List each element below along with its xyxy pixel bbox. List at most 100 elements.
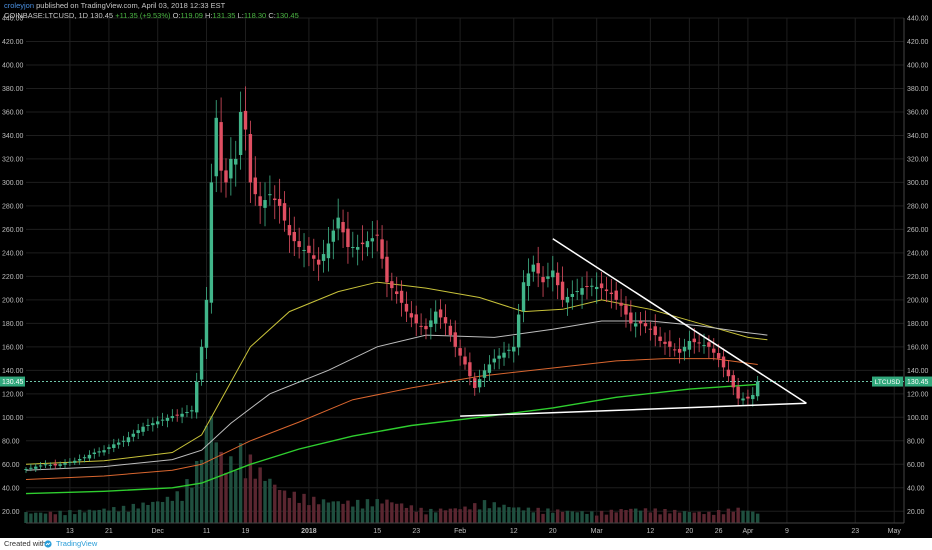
volume-bar xyxy=(570,511,575,523)
y-tick-label-left: 260.00 xyxy=(2,227,24,234)
candlesticks xyxy=(24,86,760,473)
candle-body xyxy=(668,341,672,347)
volume-bar xyxy=(160,501,165,523)
volume-bar xyxy=(492,502,496,523)
volume-bar xyxy=(555,509,560,523)
volume-bar xyxy=(375,499,379,523)
volume-bar xyxy=(624,510,628,523)
volume-bar xyxy=(219,451,223,523)
volume-bar xyxy=(77,509,82,523)
y-tick-label-right: 340.00 xyxy=(907,133,929,140)
y-tick-label-left: 440.00 xyxy=(2,16,24,23)
volume-bar xyxy=(658,514,662,523)
candle-body xyxy=(321,254,326,261)
y-tick-label-right: 160.00 xyxy=(907,344,929,351)
volume-bar xyxy=(316,504,321,523)
candle-body xyxy=(687,340,692,350)
candle-body xyxy=(448,325,453,336)
y-tick-label-left: 280.00 xyxy=(2,203,24,210)
volume-bar xyxy=(253,478,257,523)
volume-bar xyxy=(229,456,233,523)
volume-bar xyxy=(653,508,657,523)
volume-bar xyxy=(214,442,218,523)
volume-bar xyxy=(707,511,711,523)
x-tick-label: 12 xyxy=(510,528,518,535)
moving-average-line xyxy=(25,383,758,495)
candle-body xyxy=(229,158,233,179)
candle-body xyxy=(570,293,575,297)
volume-bar xyxy=(751,511,755,523)
candle-body xyxy=(536,263,540,274)
candle-body xyxy=(629,312,633,324)
x-tick-label: Mar xyxy=(591,528,604,535)
candle-body xyxy=(487,364,492,373)
candle-body xyxy=(443,317,448,324)
candle-body xyxy=(155,421,160,425)
y-tick-label-right: 400.00 xyxy=(907,62,929,69)
volume-bar xyxy=(34,512,38,523)
volume-bar xyxy=(146,504,150,523)
volume-bar xyxy=(87,509,92,523)
symbol-label[interactable]: COINBASE:LTCUSD, 1D xyxy=(4,11,89,20)
candle-body xyxy=(209,182,214,303)
volume-bar xyxy=(321,499,326,523)
x-tick-label: May xyxy=(888,528,902,535)
candle-body xyxy=(463,356,467,365)
volume-bar xyxy=(565,510,570,523)
candle-body xyxy=(497,355,501,359)
volume-bar xyxy=(131,503,136,523)
volume-bar xyxy=(112,507,116,523)
volume-bar xyxy=(29,513,33,523)
volume-bar xyxy=(668,513,672,523)
candle-body xyxy=(160,419,165,421)
volume-bar xyxy=(458,509,462,523)
x-tick-label: 20 xyxy=(549,528,557,535)
volume-bar xyxy=(175,491,179,523)
candle-body xyxy=(248,134,253,183)
volume-bar xyxy=(702,514,706,523)
tradingview-brand[interactable]: TradingView xyxy=(56,539,98,548)
candle-body xyxy=(268,194,272,196)
volume-bar xyxy=(209,416,214,523)
volume-bar xyxy=(438,508,443,523)
volume-bar xyxy=(107,510,111,523)
volume-bar xyxy=(190,487,194,523)
candle-body xyxy=(97,451,101,453)
candle-body xyxy=(346,228,350,248)
volume-bar xyxy=(58,510,62,523)
candle-body xyxy=(458,348,462,356)
last-price-tag-left: 130.45 xyxy=(2,379,24,386)
candle-body xyxy=(214,117,218,177)
volume-bar xyxy=(82,512,87,523)
volume-bar xyxy=(736,507,740,523)
candle-body xyxy=(492,358,496,363)
volume-bar xyxy=(385,499,389,523)
candle-body xyxy=(380,239,384,259)
volume-bar xyxy=(243,478,248,523)
close-value: 130.45 xyxy=(275,11,299,20)
candle-body xyxy=(653,326,657,336)
candle-body xyxy=(609,292,614,294)
change-value: +11.35 (+9.53%) xyxy=(115,11,171,20)
candle-body xyxy=(502,352,506,358)
volume-bar xyxy=(312,496,316,523)
author-link[interactable]: croleyjon xyxy=(4,1,35,10)
y-tick-label-left: 160.00 xyxy=(2,344,24,351)
volume-bar xyxy=(258,467,262,523)
volume-bar xyxy=(136,508,140,523)
volume-bar xyxy=(424,514,428,523)
publish-line: croleyjon published on TradingView.com, … xyxy=(4,1,299,11)
volume-bar xyxy=(287,497,292,523)
candle-body xyxy=(365,241,370,248)
candle-body xyxy=(594,286,599,290)
volume-bar xyxy=(307,505,311,523)
open-label: O: xyxy=(172,11,181,20)
candle-body xyxy=(180,413,184,417)
candle-body xyxy=(585,285,589,287)
volume-bar xyxy=(629,508,633,523)
volume-bar xyxy=(516,507,521,523)
volume-bar xyxy=(273,484,277,523)
volume-bar xyxy=(687,511,692,523)
y-tick-label-right: 80.00 xyxy=(907,438,925,445)
